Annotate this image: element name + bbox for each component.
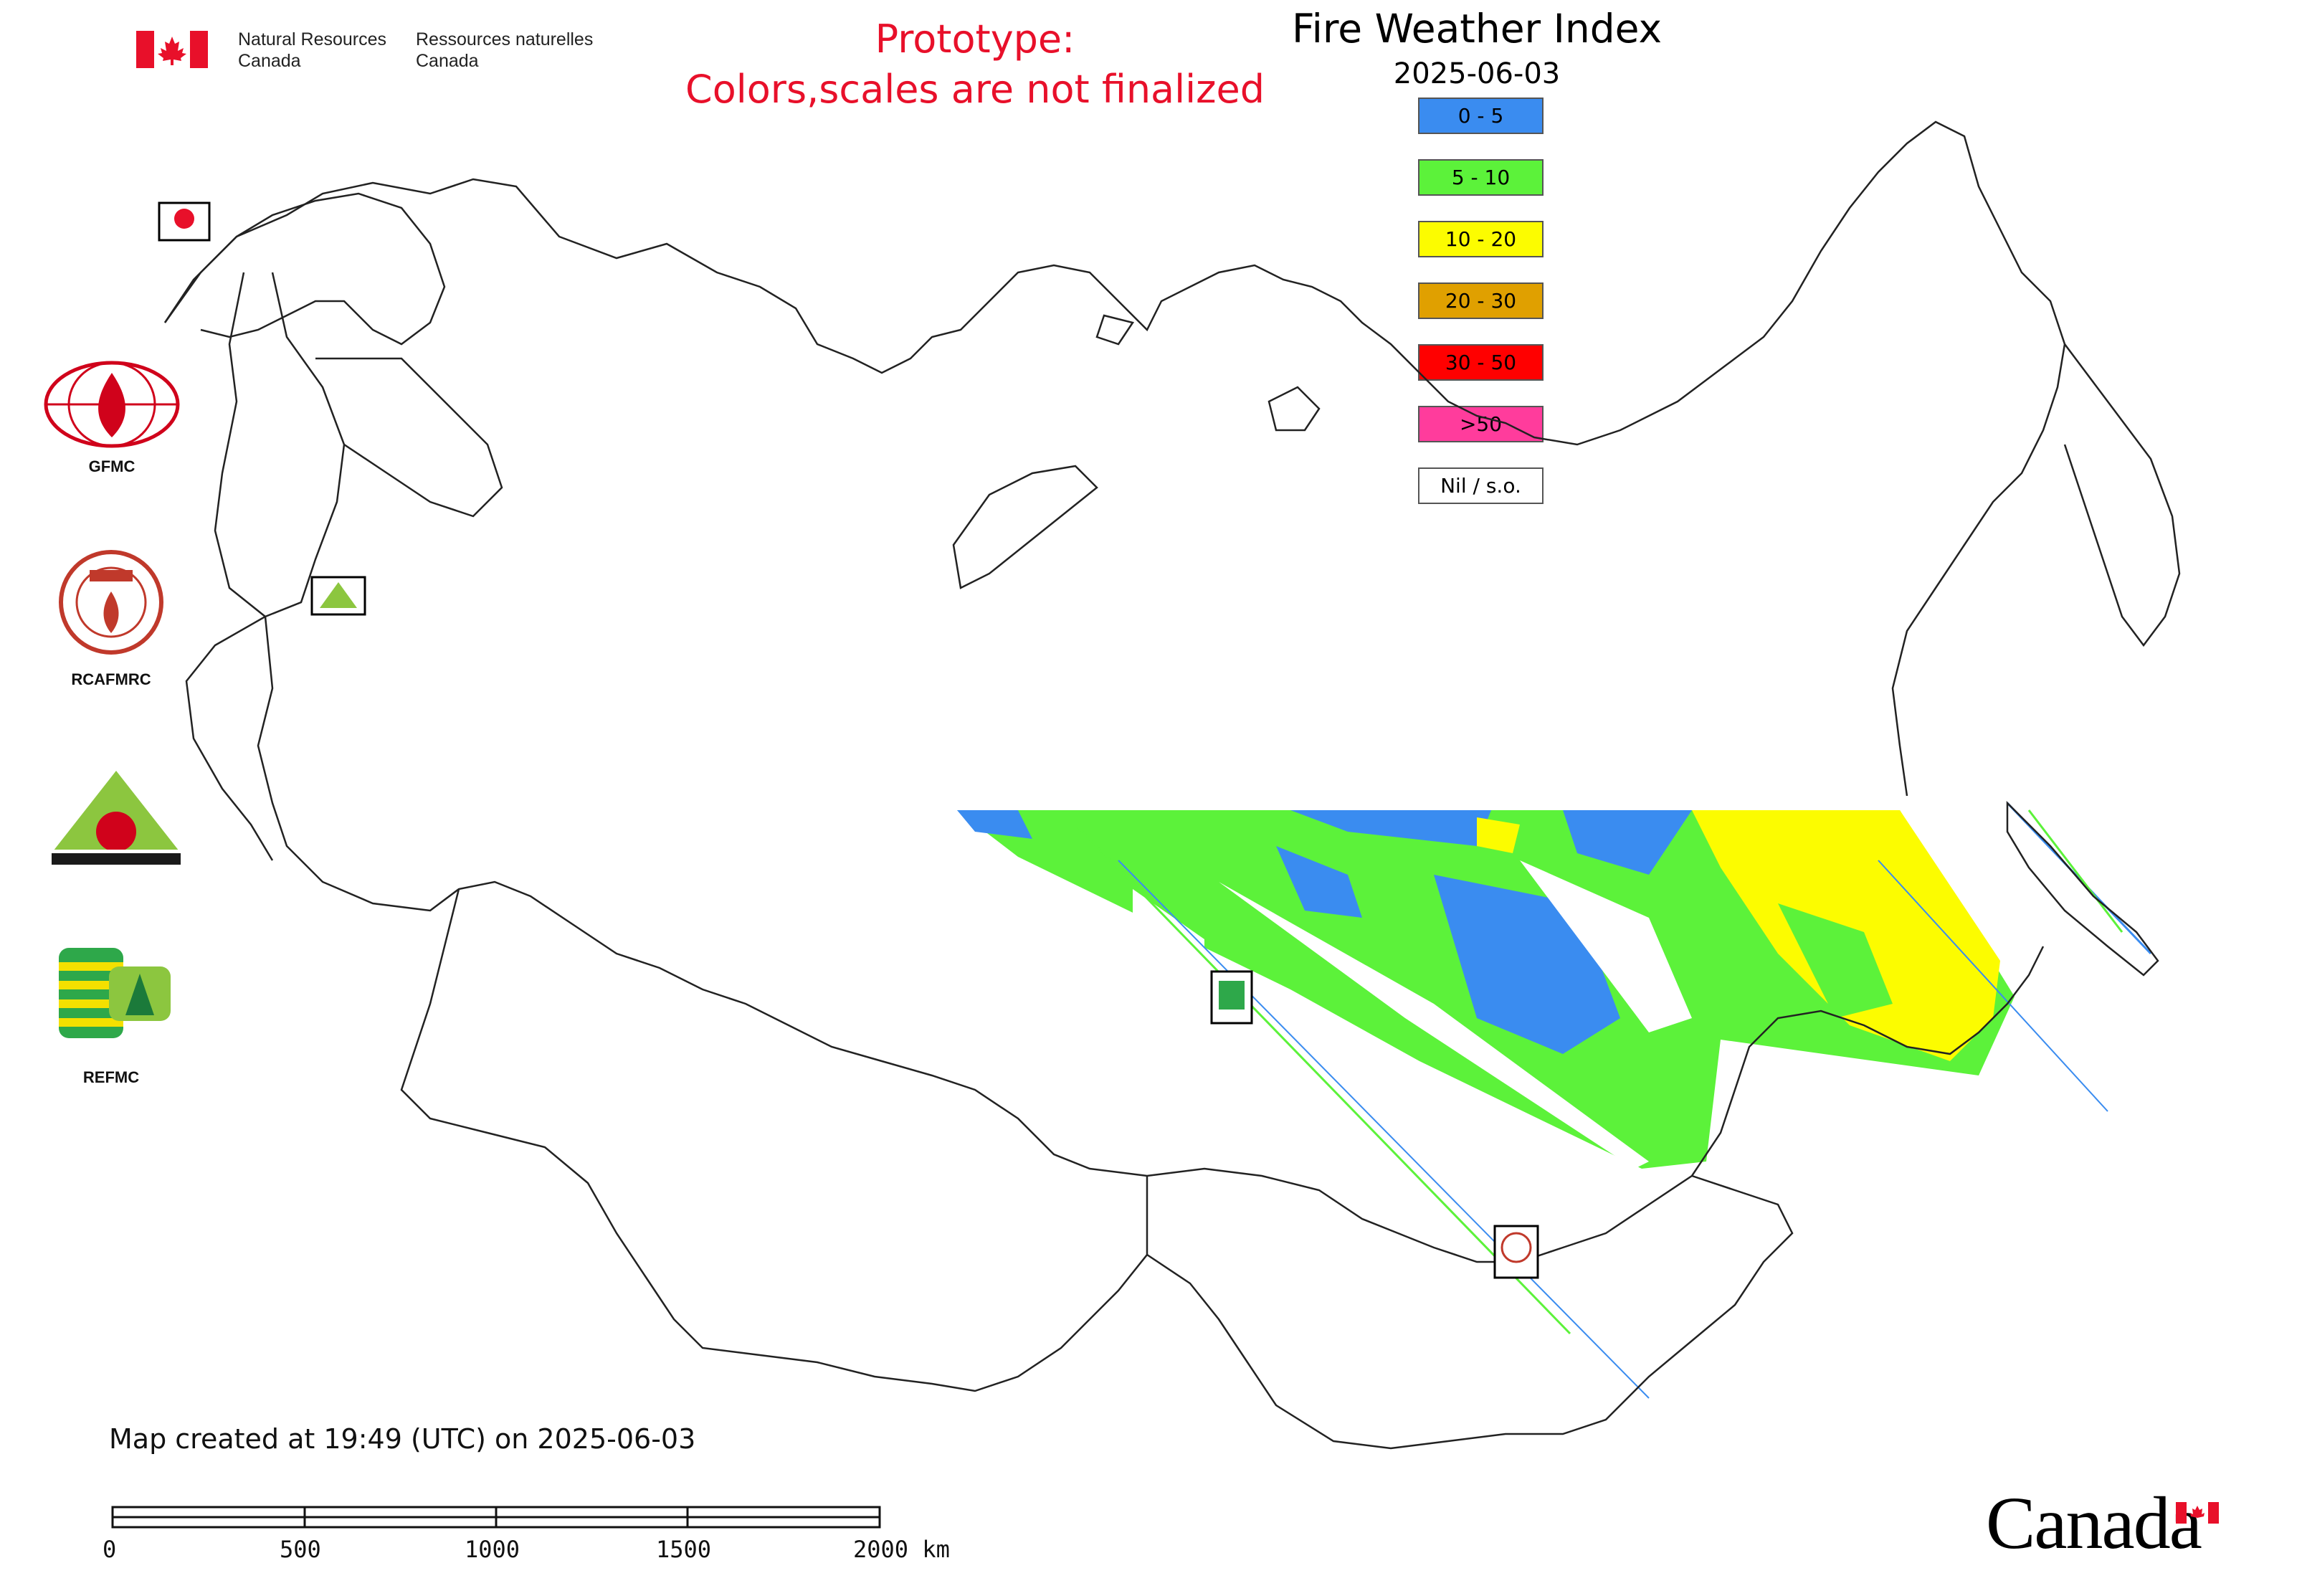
- map-date: 2025-06-03: [1393, 57, 1561, 90]
- legend-item-2: 10 - 20: [1418, 221, 1544, 257]
- country-outlines: [163, 120, 2181, 1450]
- scale-tick-500: 500: [280, 1536, 321, 1563]
- canada-flag-icon: [136, 31, 208, 68]
- reefmc-marker-icon: [320, 582, 357, 608]
- legend-item-3: 20 - 30: [1418, 282, 1544, 319]
- rcafmrc-logo-icon: [59, 550, 163, 655]
- legend-item-4: 30 - 50: [1418, 344, 1544, 381]
- gfmc-marker-icon: [174, 209, 194, 229]
- prototype-notice: Prototype: Colors,scales are not finaliz…: [631, 14, 1319, 115]
- fwi-raster: [957, 802, 2152, 1399]
- refmc-marker-icon: [1219, 981, 1245, 1010]
- scale-tick-2000: 2000 km: [853, 1536, 950, 1563]
- scale-tick-1000: 1000: [465, 1536, 520, 1563]
- rcafmrc-label: RCAFMRC: [71, 670, 151, 688]
- refmc-label: REFMC: [82, 1068, 140, 1086]
- legend-item-1: 5 - 10: [1418, 159, 1544, 196]
- nrc-name-french: Ressources naturelles Canada: [416, 29, 594, 71]
- legend-item-6: Nil / s.o.: [1418, 467, 1544, 504]
- legend-item-0: 0 - 5: [1418, 98, 1544, 134]
- refmc-logo-icon: [59, 948, 171, 1038]
- map-title: Fire Weather Index: [1291, 6, 1663, 52]
- nrc-name-english: Natural Resources Canada: [238, 29, 387, 71]
- scale-tick-0: 0: [103, 1536, 117, 1563]
- map-created-text: Map created at 19:49 (UTC) on 2025-06-03: [109, 1423, 696, 1455]
- prototype-line2: Colors,scales are not finalized: [685, 67, 1265, 112]
- canada-wordmark: Canada: [1986, 1482, 2202, 1564]
- scale-tick-1500: 1500: [656, 1536, 712, 1563]
- canada-wordmark-flag-icon: [2176, 1502, 2219, 1524]
- gfmc-logo-icon: [44, 361, 180, 448]
- gfmc-label: GFMC: [88, 457, 135, 475]
- scale-bar: [111, 1506, 881, 1529]
- rcafmrc-marker-icon: [1500, 1232, 1532, 1263]
- prototype-line1: Prototype:: [875, 16, 1075, 62]
- reefmc-logo-icon: [43, 771, 189, 868]
